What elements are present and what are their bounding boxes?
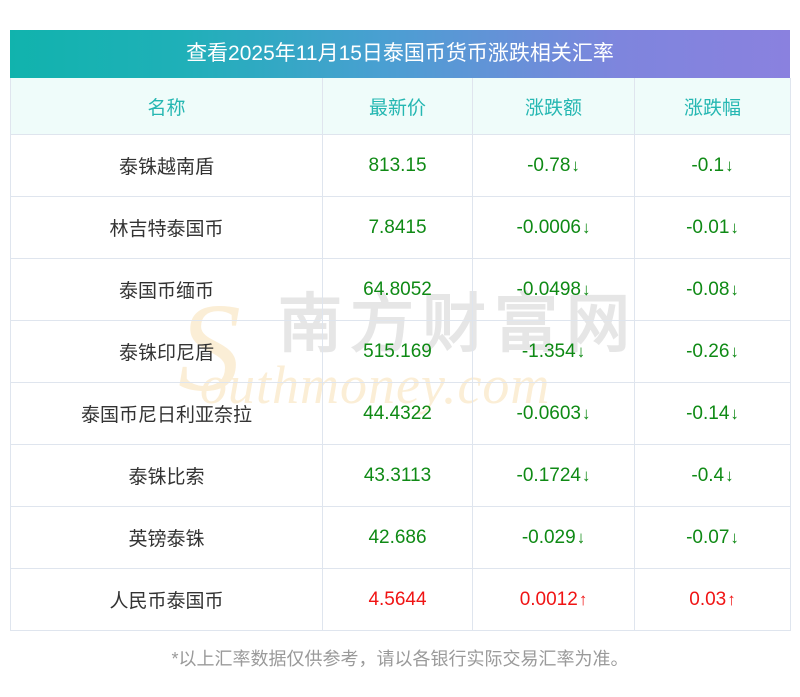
cell-change-amount: -0.0006↓ [472,196,635,259]
arrow-down-icon: ↓ [576,527,586,547]
change-percent-value: -0.14 [686,402,730,424]
change-percent-value: 0.03 [689,588,727,610]
arrow-down-icon: ↓ [581,217,591,237]
table-header: 名称 最新价 涨跌额 涨跌幅 [10,78,791,135]
change-amount-value: -0.0006 [516,216,581,238]
cell-latest-price: 4.5644 [322,568,473,631]
cell-currency-pair-name: 泰铢越南盾 [10,134,323,197]
column-header-price[interactable]: 最新价 [322,78,473,135]
cell-latest-price: 43.3113 [322,444,473,507]
arrow-down-icon: ↓ [725,155,734,175]
change-percent-value: -0.1 [691,154,725,176]
cell-currency-pair-name: 人民币泰国币 [10,568,323,631]
cell-latest-price: 515.169 [322,320,473,383]
cell-change-amount: -0.029↓ [472,506,635,569]
table-row[interactable]: 英镑泰铢 42.686 -0.029↓ -0.07↓ [10,506,791,569]
change-percent-value: -0.4 [691,464,725,486]
change-amount-value: 0.0012 [519,588,578,610]
table-header-row: 名称 最新价 涨跌额 涨跌幅 [10,78,791,135]
table-row[interactable]: 林吉特泰国币 7.8415 -0.0006↓ -0.01↓ [10,196,791,259]
arrow-up-icon: ↑ [578,589,588,609]
arrow-down-icon: ↓ [730,217,739,237]
change-amount-value: -0.78 [527,154,571,176]
column-header-name[interactable]: 名称 [10,78,323,135]
arrow-down-icon: ↓ [581,403,591,423]
change-percent-value: -0.01 [686,216,730,238]
cell-change-percent: -0.4↓ [634,444,791,507]
change-amount-value: -0.0498 [516,278,581,300]
cell-change-percent: -0.1↓ [634,134,791,197]
cell-currency-pair-name: 泰铢比索 [10,444,323,507]
cell-currency-pair-name: 泰铢印尼盾 [10,320,323,383]
table-row[interactable]: 泰铢越南盾 813.15 -0.78↓ -0.1↓ [10,134,791,197]
cell-change-percent: -0.01↓ [634,196,791,259]
cell-change-amount: -0.0603↓ [472,382,635,445]
cell-change-amount: 0.0012↑ [472,568,635,631]
column-header-change[interactable]: 涨跌额 [472,78,635,135]
table-row[interactable]: 泰国币尼日利亚奈拉 44.4322 -0.0603↓ -0.14↓ [10,382,791,445]
table-row[interactable]: 人民币泰国币 4.5644 0.0012↑ 0.03↑ [10,568,791,631]
arrow-down-icon: ↓ [730,341,739,361]
table-row[interactable]: 泰铢比索 43.3113 -0.1724↓ -0.4↓ [10,444,791,507]
cell-currency-pair-name: 英镑泰铢 [10,506,323,569]
cell-latest-price: 42.686 [322,506,473,569]
cell-latest-price: 7.8415 [322,196,473,259]
arrow-up-icon: ↑ [727,589,736,609]
change-percent-value: -0.08 [686,278,730,300]
arrow-down-icon: ↓ [725,465,734,485]
exchange-rate-table: 名称 最新价 涨跌额 涨跌幅 泰铢越南盾 813.15 -0.78↓ -0.1↓ 林吉特… [10,78,791,631]
cell-change-percent: -0.08↓ [634,258,791,321]
cell-change-percent: -0.14↓ [634,382,791,445]
cell-change-percent: -0.07↓ [634,506,791,569]
change-amount-value: -1.354 [521,340,576,362]
change-percent-value: -0.26 [686,340,730,362]
table-row[interactable]: 泰铢印尼盾 515.169 -1.354↓ -0.26↓ [10,320,791,383]
cell-latest-price: 813.15 [322,134,473,197]
page-title: 查看2025年11月15日泰国币货币涨跌相关汇率 [10,30,790,78]
table-row[interactable]: 泰国币缅币 64.8052 -0.0498↓ -0.08↓ [10,258,791,321]
cell-change-amount: -0.78↓ [472,134,635,197]
change-amount-value: -0.029 [521,526,576,548]
exchange-rate-table-container: 查看2025年11月15日泰国币货币涨跌相关汇率 名称 最新价 涨跌额 涨跌幅 … [10,30,791,631]
arrow-down-icon: ↓ [730,279,739,299]
cell-currency-pair-name: 泰国币尼日利亚奈拉 [10,382,323,445]
column-header-percent[interactable]: 涨跌幅 [634,78,791,135]
cell-change-amount: -0.1724↓ [472,444,635,507]
table-body: 泰铢越南盾 813.15 -0.78↓ -0.1↓ 林吉特泰国币 7.8415 -0.000… [10,134,791,631]
arrow-down-icon: ↓ [581,279,591,299]
arrow-down-icon: ↓ [576,341,586,361]
change-percent-value: -0.07 [686,526,730,548]
change-amount-value: -0.1724 [516,464,581,486]
arrow-down-icon: ↓ [730,527,739,547]
cell-latest-price: 44.4322 [322,382,473,445]
cell-currency-pair-name: 泰国币缅币 [10,258,323,321]
cell-currency-pair-name: 林吉特泰国币 [10,196,323,259]
cell-change-amount: -0.0498↓ [472,258,635,321]
cell-latest-price: 64.8052 [322,258,473,321]
arrow-down-icon: ↓ [581,465,591,485]
cell-change-amount: -1.354↓ [472,320,635,383]
arrow-down-icon: ↓ [730,403,739,423]
change-amount-value: -0.0603 [516,402,581,424]
arrow-down-icon: ↓ [571,155,580,175]
disclaimer-note: *以上汇率数据仅供参考，请以各银行实际交易汇率为准。 [171,649,629,669]
cell-change-percent: 0.03↑ [634,568,791,631]
cell-change-percent: -0.26↓ [634,320,791,383]
